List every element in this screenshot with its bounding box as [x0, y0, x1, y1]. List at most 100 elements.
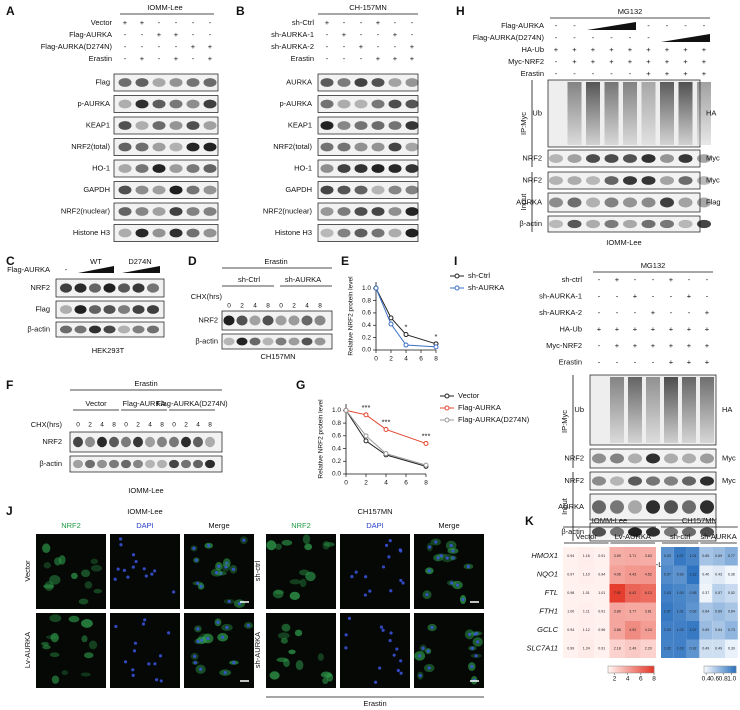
cell-label: 3.81 — [645, 610, 652, 614]
colorbar-step — [640, 666, 643, 673]
point — [363, 412, 369, 418]
band — [320, 78, 334, 87]
colorbar-step — [617, 666, 620, 673]
colorbar-step — [610, 666, 613, 673]
nucleus — [132, 649, 137, 653]
sign: + — [410, 54, 415, 63]
band — [133, 436, 143, 448]
band — [320, 228, 334, 238]
band — [567, 197, 582, 208]
nucleus — [217, 564, 221, 568]
sign: - — [360, 18, 363, 27]
sign: + — [633, 324, 638, 333]
sign: + — [615, 324, 620, 333]
label: CH157MN — [682, 516, 717, 525]
heat-cell — [578, 639, 594, 658]
panel-letter: I — [454, 254, 457, 268]
band — [371, 207, 385, 216]
label: MG132 — [618, 7, 643, 16]
legend-marker — [444, 405, 450, 411]
band — [152, 164, 166, 173]
nucleus — [344, 646, 348, 650]
band — [549, 219, 563, 229]
nucleus — [354, 570, 358, 574]
nucleus — [474, 654, 478, 658]
heat-cell — [686, 584, 700, 603]
band — [628, 453, 642, 464]
band-label: β-actin — [27, 324, 50, 333]
cell-label: 0.52 — [728, 591, 735, 595]
nucleus — [193, 654, 197, 658]
channel-label: NRF2 — [61, 521, 81, 530]
sign: + — [393, 54, 398, 63]
cell — [83, 652, 94, 659]
band — [169, 436, 179, 448]
sign: + — [669, 324, 674, 333]
time-label: 4 — [196, 422, 200, 429]
colorbar-step — [710, 666, 713, 673]
band — [74, 283, 87, 293]
gene-label: FTH1 — [539, 607, 558, 616]
cell-label: 0.64 — [702, 610, 709, 614]
heat-cell — [640, 547, 656, 566]
band — [314, 337, 326, 346]
sign: - — [192, 54, 195, 63]
cell-label: 1.24 — [583, 647, 590, 651]
gene-label: NQO1 — [537, 570, 558, 579]
band — [354, 121, 368, 130]
nucleus — [392, 653, 396, 657]
colorbar-step — [608, 666, 611, 673]
cell-label: 1.01 — [583, 591, 590, 595]
heat-cell — [609, 621, 625, 640]
band — [132, 283, 145, 293]
cell — [68, 615, 80, 623]
y-tick-label: 0.8 — [332, 420, 341, 427]
colorbar-step — [635, 666, 639, 673]
time-label: 4 — [253, 303, 257, 310]
colorbar-tick-label: 8 — [652, 676, 656, 683]
label: Vector — [85, 399, 107, 408]
cell-label: 0.99 — [567, 647, 574, 651]
heat-cell — [640, 565, 656, 584]
heat-cell — [712, 602, 725, 621]
sign: - — [670, 308, 673, 317]
cell-label: 0.97 — [664, 573, 671, 577]
band — [700, 500, 714, 514]
band — [337, 99, 351, 109]
band — [89, 305, 101, 314]
smear — [623, 82, 637, 145]
band — [301, 337, 313, 346]
band — [604, 176, 619, 185]
nucleus — [384, 543, 389, 547]
heat-cell — [640, 602, 656, 621]
band — [700, 453, 714, 464]
nucleus — [172, 590, 176, 594]
band — [152, 99, 166, 109]
nucleus — [434, 540, 438, 544]
sign: - — [598, 341, 601, 350]
panel-letter: A — [6, 4, 15, 18]
subgroup-label: sh-ctrl — [670, 532, 691, 541]
time-label: 2 — [184, 422, 188, 429]
label: sh-AURKA — [285, 275, 321, 284]
colorbar-step — [631, 666, 634, 673]
band-label: AURKA — [516, 197, 542, 206]
cell-label: 1.01 — [598, 591, 605, 595]
band — [152, 228, 166, 238]
cell-label: 3.77 — [629, 610, 636, 614]
band — [388, 164, 402, 173]
y-tick-label: 1.0 — [332, 407, 341, 414]
band — [118, 305, 130, 314]
nucleus — [134, 559, 138, 564]
nucleus — [219, 571, 223, 575]
nucleus — [192, 546, 196, 550]
band — [118, 207, 132, 216]
heat-cell — [640, 584, 656, 603]
panel-letter: C — [6, 254, 15, 268]
smear — [628, 377, 642, 443]
cell — [81, 569, 91, 578]
cell — [44, 581, 54, 591]
band-label: HO-1 — [294, 163, 312, 172]
sign: + — [669, 357, 674, 366]
channel-label: NRF2 — [291, 521, 311, 530]
